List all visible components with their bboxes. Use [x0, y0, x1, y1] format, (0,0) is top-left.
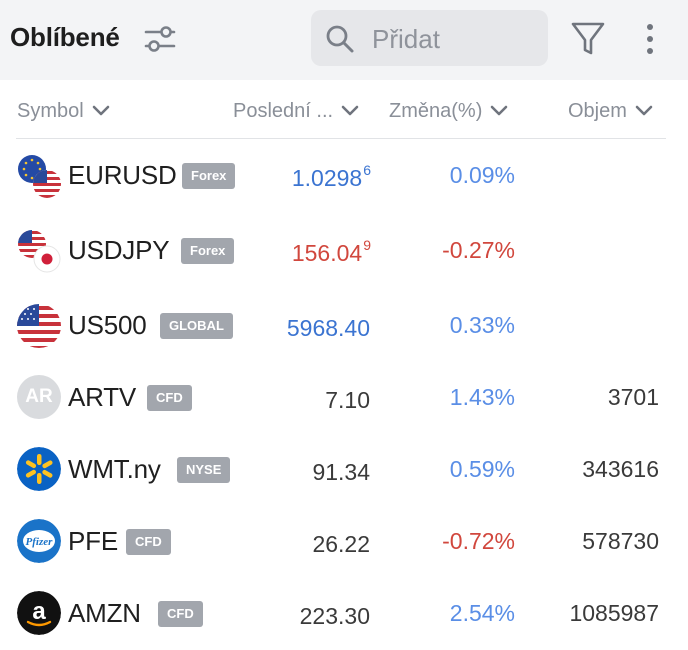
filter-icon[interactable] [570, 20, 606, 58]
volume-value: 343616 [582, 456, 659, 482]
amazon-logo-text: a [32, 598, 46, 625]
symbol-name: AMZN [68, 598, 141, 628]
change-percent: 1.43% [449, 384, 515, 410]
volume-value: 3701 [607, 384, 659, 410]
last-price: 1.02986 [292, 162, 371, 192]
us-jp-flag-icon [18, 230, 61, 273]
symbol-name: US500 [68, 310, 147, 340]
eu-us-flag-icon [18, 155, 61, 198]
change-percent: 0.33% [449, 312, 515, 338]
pfizer-logo-text: Pfizer [26, 536, 54, 548]
market-badge: CFD [158, 601, 203, 627]
volume-value: 578730 [582, 528, 659, 554]
walmart-icon [17, 447, 61, 491]
chevron-down-icon [491, 105, 508, 116]
symbol-name: EURUSD [68, 160, 177, 190]
last-price-value: 156.04 [291, 240, 363, 266]
change-percent: -0.27% [442, 237, 515, 263]
amazon-icon: a [17, 591, 61, 635]
table-row[interactable]: USDJPY Forex 156.049 -0.27% [0, 215, 688, 287]
change-percent: 0.09% [449, 162, 515, 188]
last-price: 5968.40 [287, 312, 371, 342]
column-header-change-label: Změna(%) [389, 99, 483, 122]
column-header-volume[interactable]: Objem [568, 96, 653, 126]
market-badge: NYSE [177, 457, 231, 483]
more-vertical-icon[interactable] [640, 22, 660, 56]
chevron-down-icon [92, 105, 110, 116]
last-price-pip: 9 [363, 237, 371, 253]
market-badge: Forex [182, 163, 236, 189]
last-price-value: 7.10 [325, 387, 370, 413]
chevron-down-icon [341, 105, 359, 116]
table-row[interactable]: Pfizer PFE CFD 26.22 -0.72% 578730 [0, 506, 688, 578]
last-price-value: 91.34 [312, 459, 370, 485]
column-header-volume-label: Objem [568, 99, 627, 122]
change-percent: 0.59% [449, 456, 515, 482]
symbol-name: ARTV [68, 382, 137, 412]
top-bar: Oblíbené Přidat [0, 0, 688, 80]
page-title: Oblíbené [10, 22, 120, 52]
last-price-value: 26.22 [312, 531, 370, 557]
change-percent: -0.72% [442, 528, 515, 554]
table-row[interactable]: WMT.ny NYSE 91.34 0.59% 343616 [0, 434, 688, 506]
symbol-name: WMT.ny [68, 454, 161, 484]
table-row[interactable]: EURUSD Forex 1.02986 0.09% [0, 140, 688, 212]
search-input[interactable]: Přidat [311, 10, 548, 66]
last-price: 223.30 [300, 600, 371, 630]
last-price: 156.049 [292, 237, 371, 267]
symbol-name: USDJPY [68, 235, 170, 265]
search-icon [326, 25, 354, 53]
table-row[interactable]: a AMZN CFD 223.30 2.54% 1085987 [0, 578, 688, 650]
column-header-last[interactable]: Poslední ... [233, 96, 359, 126]
column-header-symbol-label: Symbol [17, 99, 84, 122]
column-header-change[interactable]: Změna(%) [389, 96, 508, 126]
last-price-pip: 6 [363, 162, 371, 178]
header-divider [16, 138, 666, 139]
sliders-icon[interactable] [143, 22, 177, 56]
chevron-down-icon [635, 105, 653, 116]
pfizer-icon: Pfizer [17, 519, 61, 563]
volume-value: 1085987 [569, 600, 659, 626]
symbol-name: PFE [68, 526, 118, 556]
market-badge: Forex [181, 238, 235, 264]
last-price: 7.10 [325, 384, 371, 414]
table-row[interactable]: AR ARTV CFD 7.10 1.43% 3701 [0, 362, 688, 434]
last-price: 26.22 [312, 528, 371, 558]
us-flag-icon [17, 304, 61, 348]
last-price-value: 5968.40 [286, 315, 370, 341]
market-badge: GLOBAL [160, 313, 233, 339]
artv-logo-icon: AR [17, 375, 61, 419]
last-price-value: 1.0298 [291, 165, 363, 191]
change-percent: 2.54% [449, 600, 515, 626]
last-price-value: 223.30 [299, 603, 370, 629]
column-header-symbol[interactable]: Symbol [17, 96, 110, 126]
market-badge: CFD [147, 385, 192, 411]
table-row[interactable]: US500 GLOBAL 5968.40 0.33% [0, 290, 688, 362]
last-price: 91.34 [312, 456, 371, 486]
column-header-last-label: Poslední ... [233, 99, 334, 122]
market-badge: CFD [126, 529, 171, 555]
search-placeholder: Přidat [372, 24, 440, 54]
